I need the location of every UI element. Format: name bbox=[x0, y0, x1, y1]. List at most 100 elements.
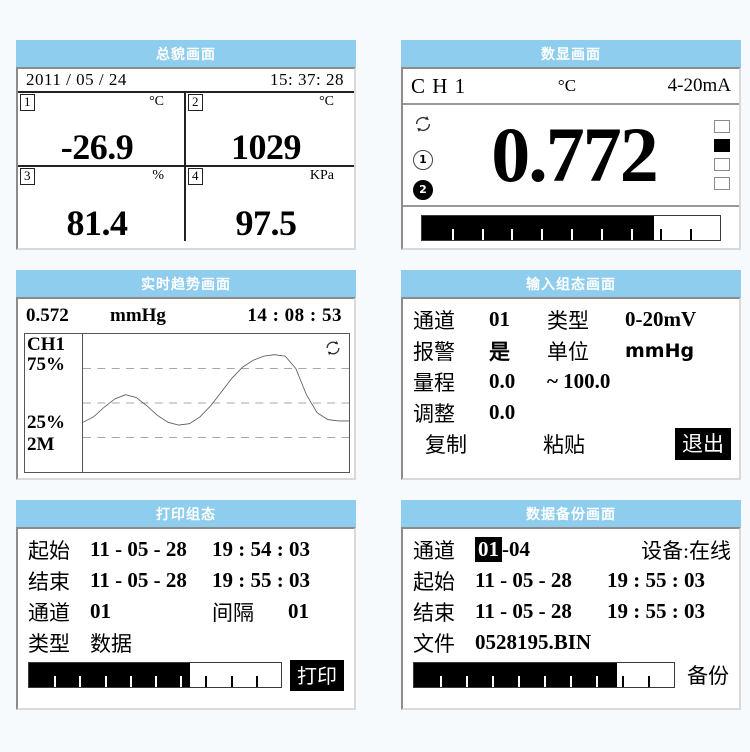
overview-channel-cell[interactable]: 2 °C 1029 bbox=[186, 93, 354, 167]
channel-index: 1 bbox=[20, 94, 35, 111]
panel-data-backup: 数据备份画面 通道 01 - 04 设备:在线 起始 11 - 05 - 28 … bbox=[397, 500, 750, 732]
trend-chart[interactable]: CH1 75% 25% 2M bbox=[24, 333, 350, 473]
input-config-form: 通道 01 类型 0-20mV 报警 是 单位 mmHg 量程 0.0 ~ 10… bbox=[403, 299, 739, 460]
start-date[interactable]: 11 - 05 - 28 bbox=[475, 568, 572, 592]
print-row-start: 起始 11 - 05 - 28 19 : 54 : 03 bbox=[28, 534, 346, 565]
progress-fill bbox=[29, 663, 191, 687]
refresh-cycle-icon[interactable] bbox=[323, 338, 343, 358]
bargraph-tick bbox=[570, 676, 572, 687]
channel-to[interactable]: 04 bbox=[509, 537, 530, 561]
type-value[interactable]: 数据 bbox=[90, 631, 132, 656]
type-value[interactable]: 0-20mV bbox=[625, 307, 697, 331]
start-time[interactable]: 19 : 54 : 03 bbox=[212, 537, 310, 561]
channel-separator: - bbox=[502, 537, 509, 561]
panel-title-data-backup: 数据备份画面 bbox=[401, 500, 741, 527]
bargraph-tick bbox=[544, 676, 546, 687]
backup-progress-bar bbox=[413, 662, 675, 688]
alarm-value[interactable]: 是 bbox=[489, 339, 510, 364]
trend-current-value: 0.572 bbox=[26, 305, 69, 326]
unit-value[interactable]: mmHg bbox=[625, 339, 695, 362]
channel-value: -26.9 bbox=[60, 127, 134, 167]
end-label: 结束 bbox=[413, 600, 455, 625]
bargraph-tick bbox=[648, 676, 650, 687]
panel-title-overview: 总貌画面 bbox=[16, 40, 356, 67]
channel-unit: KPa bbox=[309, 168, 334, 183]
channel-label: 通道 bbox=[413, 308, 455, 333]
backup-row-start: 起始 11 - 05 - 28 19 : 55 : 03 bbox=[413, 565, 731, 596]
bargraph-tick bbox=[492, 676, 494, 687]
digital-signal-range: 4-20mA bbox=[667, 75, 731, 96]
panel-print-config: 打印组态 起始 11 - 05 - 28 19 : 54 : 03 结束 11 … bbox=[12, 500, 377, 732]
panel-title-input-config: 输入组态画面 bbox=[401, 270, 741, 297]
bargraph-tick bbox=[155, 676, 157, 687]
overview-channel-cell[interactable]: 4 KPa 97.5 bbox=[186, 167, 354, 243]
bargraph-tick bbox=[571, 228, 573, 240]
trend-axis-lower: 25% bbox=[27, 412, 65, 433]
device-status-label: 设备:在线 bbox=[641, 538, 731, 563]
print-progress-bar bbox=[28, 662, 282, 688]
bargraph-tick bbox=[511, 228, 514, 240]
refresh-cycle-icon bbox=[412, 113, 434, 140]
print-row-progress: 打印 bbox=[28, 658, 346, 692]
exit-button[interactable]: 退出 bbox=[675, 427, 731, 460]
start-time[interactable]: 19 : 55 : 03 bbox=[607, 568, 705, 592]
channel-unit: % bbox=[152, 168, 164, 183]
end-time[interactable]: 19 : 55 : 03 bbox=[212, 568, 310, 592]
status-box bbox=[714, 158, 730, 171]
interval-value[interactable]: 01 bbox=[288, 599, 309, 623]
bargraph-tick bbox=[451, 228, 454, 240]
start-label: 起始 bbox=[413, 569, 455, 594]
overview-date: 2011 / 05 / 24 bbox=[26, 70, 127, 89]
overview-channel-cell[interactable]: 3 % 81.4 bbox=[18, 167, 186, 243]
channel-unit: °C bbox=[149, 94, 164, 109]
backup-row-progress: 备份 bbox=[413, 658, 731, 692]
overview-screen: 2011 / 05 / 24 15: 37: 28 1 °C -26.9 2 °… bbox=[16, 67, 356, 250]
panel-title-trend: 实时趋势画面 bbox=[16, 270, 356, 297]
trend-axis-upper: 75% bbox=[27, 354, 65, 375]
print-button[interactable]: 打印 bbox=[290, 659, 344, 691]
channel-value[interactable]: 01 bbox=[90, 599, 111, 623]
trend-unit: mmHg bbox=[110, 305, 166, 326]
trend-y-axis: CH1 75% 25% 2M bbox=[25, 334, 83, 472]
backup-row-end: 结束 11 - 05 - 28 19 : 55 : 03 bbox=[413, 596, 731, 627]
channel-label: 通道 bbox=[28, 600, 70, 625]
file-label: 文件 bbox=[413, 631, 455, 656]
panel-title-print-config: 打印组态 bbox=[16, 500, 356, 527]
digital-bargraph bbox=[421, 214, 721, 241]
backup-button[interactable]: 备份 bbox=[687, 664, 729, 688]
bargraph-tick bbox=[622, 676, 624, 687]
channel-value: 81.4 bbox=[66, 203, 129, 243]
trend-curve-svg bbox=[83, 334, 349, 438]
overview-channel-cell[interactable]: 1 °C -26.9 bbox=[18, 93, 186, 167]
bargraph-fill bbox=[422, 215, 655, 240]
unit-label: 单位 bbox=[547, 339, 589, 364]
adjust-value[interactable]: 0.0 bbox=[489, 400, 516, 424]
trend-screen: 0.572 mmHg 14 : 08 : 53 CH1 75% 25% 2M bbox=[16, 297, 356, 480]
print-row-end: 结束 11 - 05 - 28 19 : 55 : 03 bbox=[28, 565, 346, 596]
copy-button[interactable]: 复制 bbox=[425, 432, 467, 457]
panel-overview: 总貌画面 2011 / 05 / 24 15: 37: 28 1 °C -26.… bbox=[12, 40, 377, 270]
bargraph-tick bbox=[518, 676, 520, 687]
range-high[interactable]: ~ 100.0 bbox=[547, 369, 611, 393]
overview-time: 15: 37: 28 bbox=[270, 70, 344, 89]
bargraph-tick bbox=[440, 676, 442, 687]
status-box-active bbox=[714, 139, 730, 152]
alarm-label: 报警 bbox=[413, 339, 455, 364]
bargraph-tick bbox=[600, 228, 603, 240]
end-date[interactable]: 11 - 05 - 28 bbox=[475, 599, 572, 623]
file-name[interactable]: 0528195.BIN bbox=[475, 630, 592, 654]
overview-channel-grid: 1 °C -26.9 2 °C 1029 3 % 81.4 4 KPa bbox=[18, 93, 354, 243]
print-config-form: 起始 11 - 05 - 28 19 : 54 : 03 结束 11 - 05 … bbox=[18, 529, 354, 692]
trend-axis-span: 2M bbox=[27, 434, 55, 455]
end-time[interactable]: 19 : 55 : 03 bbox=[607, 599, 705, 623]
range-low[interactable]: 0.0 bbox=[489, 369, 516, 393]
start-date[interactable]: 11 - 05 - 28 bbox=[90, 537, 187, 561]
end-date[interactable]: 11 - 05 - 28 bbox=[90, 568, 187, 592]
channel-value: 1029 bbox=[231, 127, 302, 167]
channel-value[interactable]: 01 bbox=[489, 307, 510, 331]
channel-from-selected[interactable]: 01 bbox=[475, 537, 502, 562]
paste-button[interactable]: 粘贴 bbox=[543, 432, 585, 457]
trend-header-row: 0.572 mmHg 14 : 08 : 53 bbox=[18, 299, 354, 333]
channel-index: 4 bbox=[188, 168, 203, 185]
progress-fill bbox=[414, 663, 617, 687]
